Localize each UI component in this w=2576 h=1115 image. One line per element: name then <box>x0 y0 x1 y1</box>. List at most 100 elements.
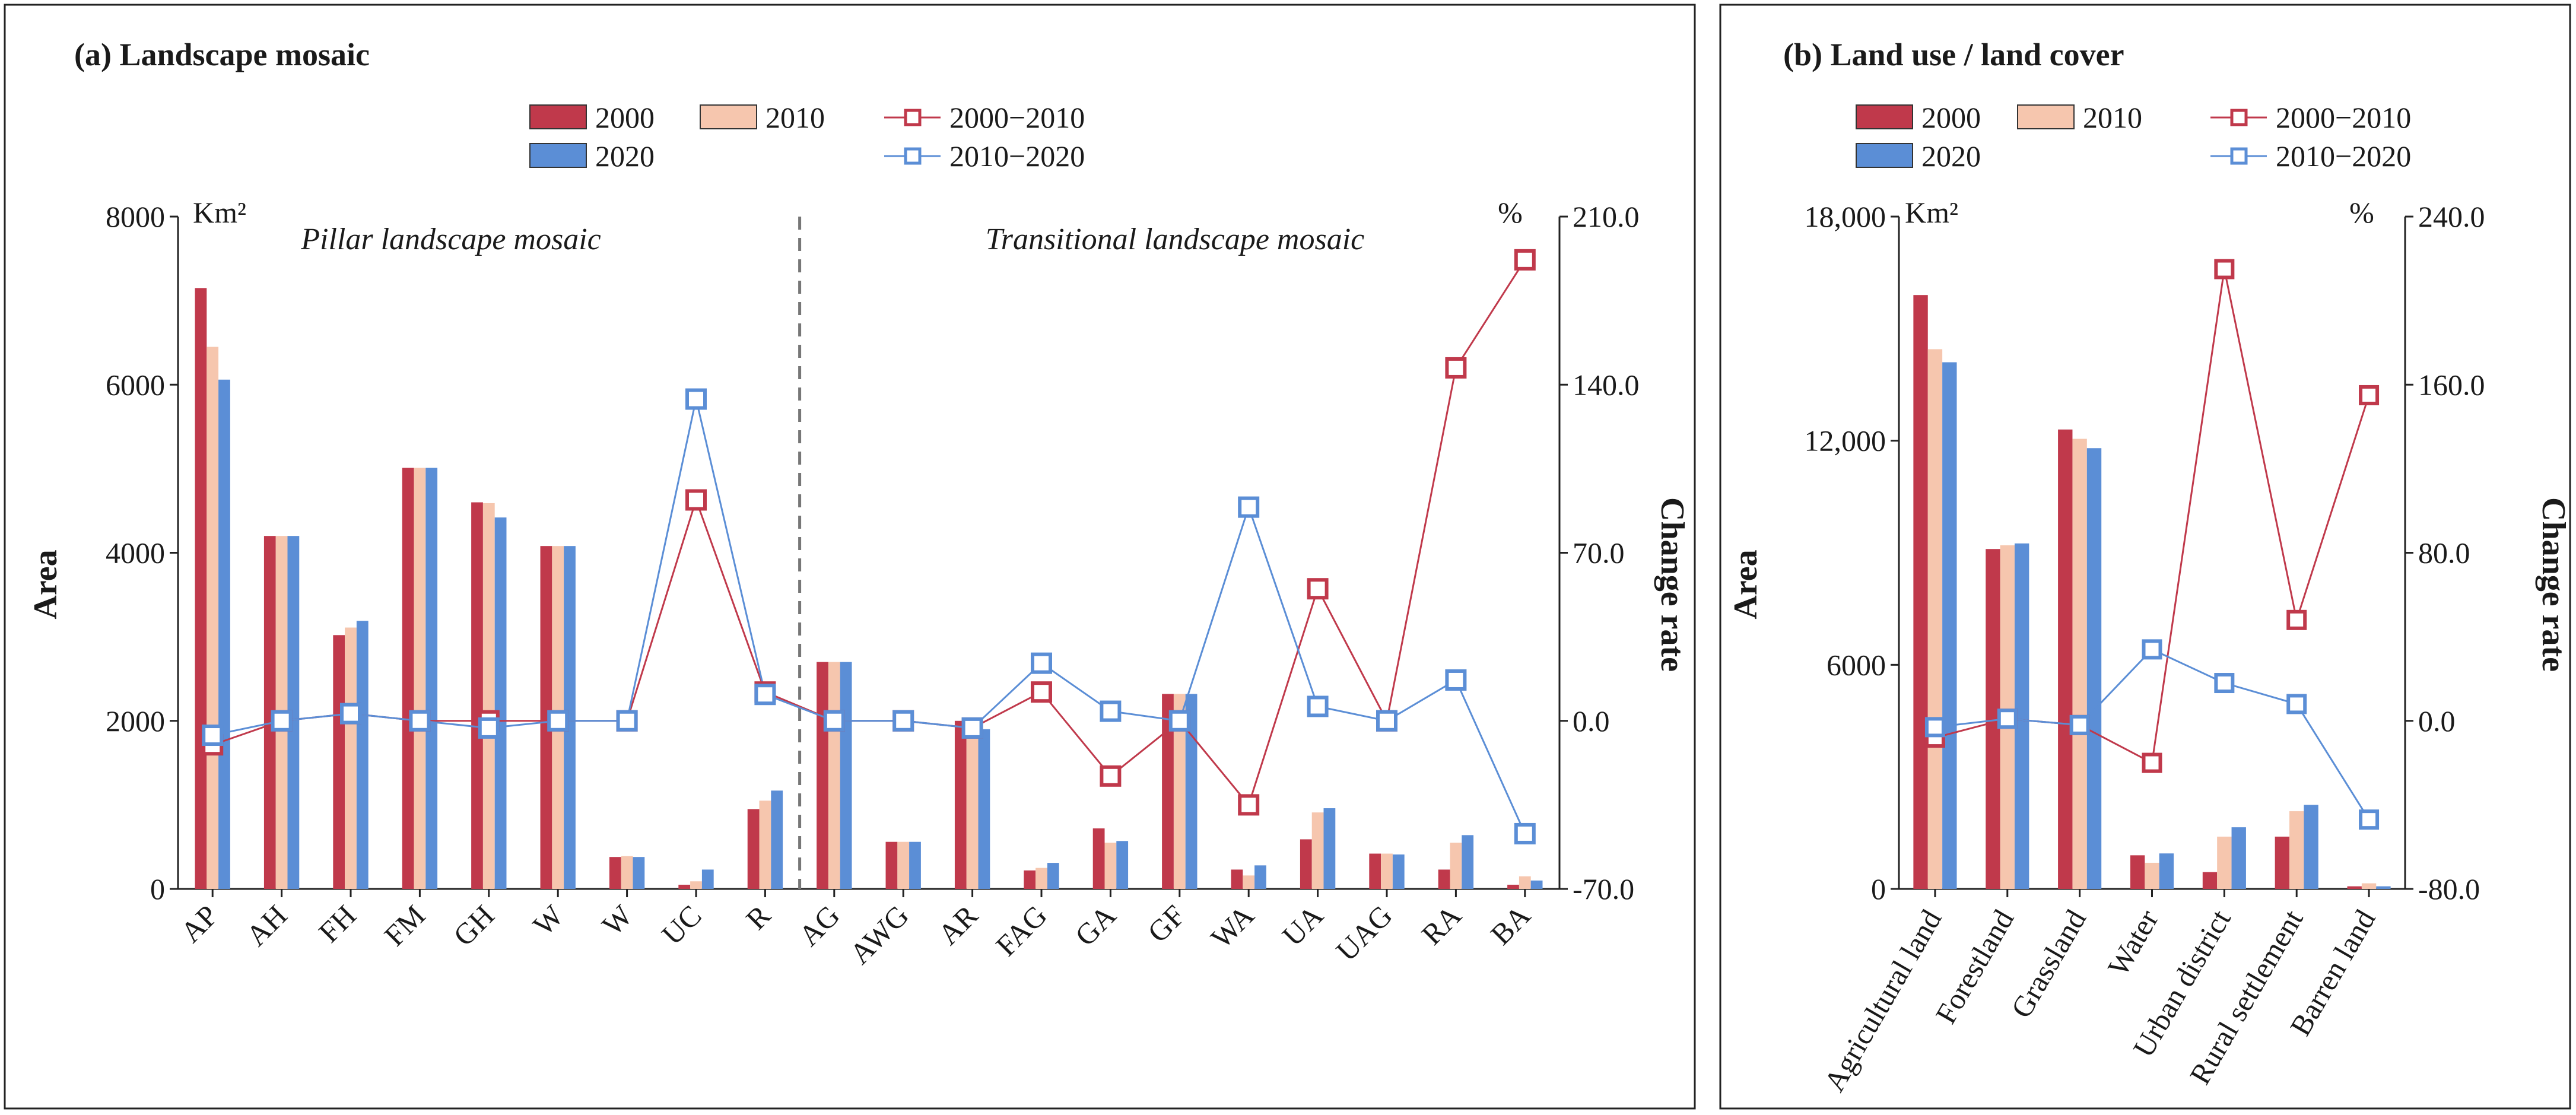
legend-marker-2010-2020 <box>904 147 922 165</box>
bar-2000 <box>1438 869 1450 889</box>
y-tick-label: 12,000 <box>1805 424 1886 458</box>
marker-2010−2020 <box>202 725 224 746</box>
bar-2000 <box>2347 886 2362 889</box>
x-tick-label: AR <box>932 898 984 951</box>
panel-a-left-unit: Km² <box>193 196 246 229</box>
bar-2020 <box>564 546 576 889</box>
marker-2010−2020 <box>754 684 776 706</box>
legend-label-2000-2010: 2000−2010 <box>2276 101 2411 134</box>
bar-2020 <box>1530 880 1543 889</box>
bar-2020 <box>771 790 783 889</box>
marker-2010−2020 <box>1031 652 1052 674</box>
bar-2020 <box>701 869 714 889</box>
x-tick-label: UC <box>655 898 708 951</box>
bar-2000 <box>540 546 552 889</box>
marker-2010−2020 <box>1376 710 1397 732</box>
bar-2010 <box>966 725 979 889</box>
x-tick-label: UAG <box>1330 898 1399 967</box>
y2-tick-label: 0.0 <box>1573 704 1610 738</box>
x-tick-label: GA <box>1069 898 1123 952</box>
y2-tick-label: 240.0 <box>2418 200 2485 233</box>
bar-2020 <box>1462 835 1474 889</box>
legend-swatch-2000 <box>529 104 587 129</box>
marker-2010−2020 <box>340 703 361 725</box>
bar-2000 <box>609 857 621 889</box>
legend-label-2000: 2000 <box>595 101 655 134</box>
x-tick-label: FAG <box>989 898 1053 962</box>
bar-2020 <box>633 857 645 889</box>
zone-label-transitional: Transitional landscape mosaic <box>986 223 1364 256</box>
y2-tick-label: 0.0 <box>2418 704 2456 738</box>
y2-tick-label: 140.0 <box>1573 368 1640 401</box>
legend-label-2010: 2010 <box>2083 101 2142 134</box>
marker-2000−2010 <box>1307 578 1329 600</box>
panel-a-plot: 0 2000 4000 6000 8000 -70.0 0.0 70.0 140.0 210.0 A… <box>106 200 1640 970</box>
x-tick-label: W <box>595 898 639 942</box>
bar-2010 <box>690 881 702 889</box>
y-tick-label: 18,000 <box>1805 200 1886 233</box>
x-tick-label: GF <box>1141 898 1192 949</box>
marker-2010−2020 <box>961 717 983 739</box>
bar-2000 <box>678 884 691 889</box>
x-tick-label: BA <box>1484 898 1537 951</box>
marker-2000−2010 <box>2142 752 2162 773</box>
bar-2020 <box>1942 362 1957 889</box>
bar-2020 <box>425 468 438 889</box>
x-tick-label: AP <box>174 898 224 949</box>
panel-b-y2-axis-title: Change rate <box>2535 497 2572 672</box>
y-tick-label: 0 <box>150 872 165 906</box>
legend-label-2020: 2020 <box>595 139 655 173</box>
marker-2000−2010 <box>1238 794 1260 816</box>
bar-2010 <box>2145 862 2159 889</box>
panel-b: (b) Land use / land cover 2000 2010 2020… <box>1719 4 2572 1110</box>
panel-b-left-unit: Km² <box>1905 196 1958 229</box>
panel-a-title: (a) Landscape mosaic <box>74 37 370 72</box>
bar-2020 <box>840 662 852 889</box>
marker-2010−2020 <box>2142 639 2162 660</box>
bar-2010 <box>2072 439 2087 889</box>
bar-2020 <box>218 379 230 889</box>
legend-label-2010-2020: 2010−2020 <box>2276 139 2411 173</box>
marker-2010−2020 <box>478 717 500 739</box>
marker-2010−2020 <box>2359 809 2380 830</box>
panel-b-right-unit: % <box>2349 196 2374 229</box>
bar-2020 <box>1392 854 1405 889</box>
bar-2010 <box>1104 843 1117 889</box>
marker-2010−2020 <box>1924 717 1945 738</box>
bar-2020 <box>2231 827 2246 889</box>
bar-2000 <box>471 502 483 889</box>
bar-2000 <box>1913 295 1928 889</box>
x-tick-label: GH <box>447 898 501 952</box>
y2-tick-label: 210.0 <box>1573 200 1640 233</box>
x-tick-label: AH <box>240 898 294 952</box>
bar-2020 <box>909 841 921 889</box>
panel-b-plot: 0 6000 12,000 18,000 -80.0 0.0 80.0 160.0 240.0 A… <box>1805 200 2485 1097</box>
bar-2000 <box>2058 429 2073 889</box>
marker-2010−2020 <box>892 710 914 732</box>
legend-swatch-2000 <box>1856 104 1913 129</box>
legend-label-2000: 2000 <box>1921 101 1981 134</box>
bar-2000 <box>1369 853 1381 889</box>
marker-2010−2020 <box>271 710 293 732</box>
bar-2020 <box>1254 865 1266 889</box>
bar-2000 <box>263 536 276 889</box>
marker-2000−2010 <box>2214 259 2235 279</box>
y-tick-label: 0 <box>1871 872 1886 906</box>
marker-2010−2020 <box>823 710 845 732</box>
x-tick-label: WA <box>1204 898 1260 955</box>
marker-2010−2020 <box>1238 496 1260 518</box>
marker-2010−2020 <box>1445 669 1467 691</box>
marker-2010−2020 <box>1514 822 1536 844</box>
y-tick-label: 8000 <box>106 200 165 233</box>
y2-tick-label: -80.0 <box>2418 872 2480 906</box>
bar-2000 <box>1092 828 1105 889</box>
y2-tick-label: 70.0 <box>1573 536 1625 570</box>
bar-2010 <box>1927 349 1943 889</box>
legend-label-2010-2020: 2010−2020 <box>949 139 1085 173</box>
marker-2000−2010 <box>1031 681 1052 703</box>
bar-2010 <box>2217 836 2232 889</box>
marker-2010−2020 <box>409 710 431 732</box>
x-tick-label: FH <box>312 898 363 949</box>
marker-2010−2020 <box>2069 714 2090 735</box>
marker-2010−2020 <box>1997 709 2018 729</box>
